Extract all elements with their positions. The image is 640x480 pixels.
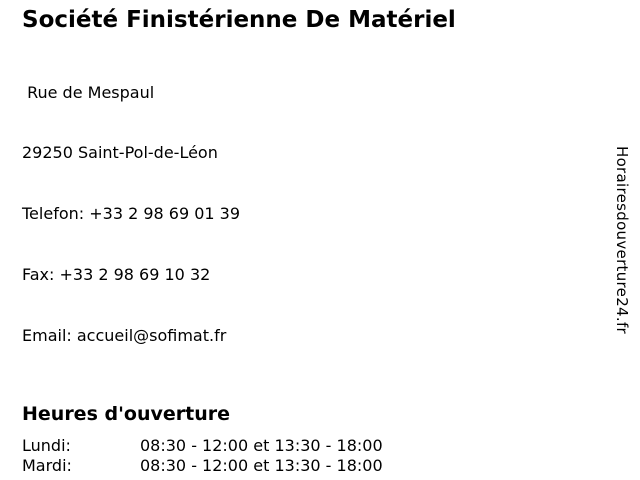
times-value: 08:30 - 12:00 et 13:30 - 18:00	[140, 477, 383, 480]
hours-row-monday: Lundi: 08:30 - 12:00 et 13:30 - 18:00	[22, 436, 383, 456]
fax-line: Fax: +33 2 98 69 10 32	[22, 265, 211, 285]
day-label: Lundi:	[22, 436, 71, 456]
opening-hours-heading: Heures d'ouverture	[22, 403, 230, 426]
day-label: Mercredi:	[22, 477, 140, 480]
watermark-vertical-text: Horairesdouverture24.fr	[613, 146, 631, 334]
times-value: 08:30 - 12:00 et 13:30 - 18:00	[140, 456, 383, 476]
day-label: Mardi:	[22, 456, 72, 476]
email-line: Email: accueil@sofimat.fr	[22, 326, 227, 346]
times-value: 08:30 - 12:00 et 13:30 - 18:00	[140, 436, 383, 456]
address-block: Rue de Mespaul 29250 Saint-Pol-de-Léon T…	[22, 42, 640, 387]
hours-row-tuesday: Mardi: 08:30 - 12:00 et 13:30 - 18:00	[22, 456, 383, 476]
opening-hours-table: Lundi: 08:30 - 12:00 et 13:30 - 18:00 Ma…	[22, 436, 383, 480]
page-title: Société Finistérienne De Matériel	[22, 7, 456, 33]
address-street: Rue de Mespaul	[22, 82, 155, 102]
address-city: 29250 Saint-Pol-de-Léon	[22, 143, 218, 163]
hours-row-wednesday: Mercredi: 08:30 - 12:00 et 13:30 - 18:00	[22, 477, 383, 480]
phone-line: Telefon: +33 2 98 69 01 39	[22, 204, 241, 224]
